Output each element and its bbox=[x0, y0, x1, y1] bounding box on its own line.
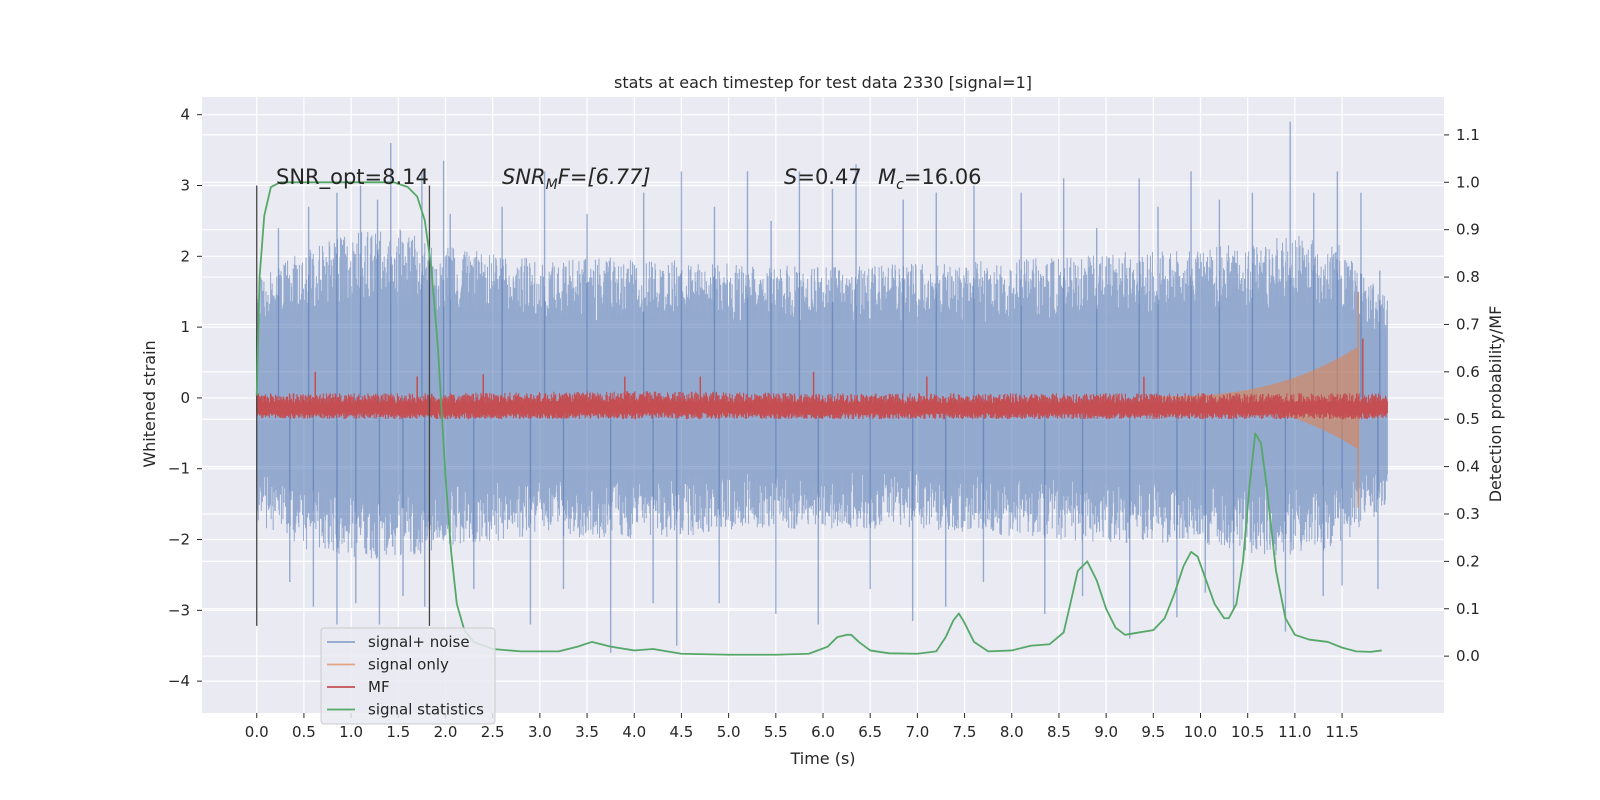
y-left-tick-label-2: −2 bbox=[168, 531, 190, 549]
y-right-tick-label-10: 1.0 bbox=[1456, 173, 1480, 191]
x-tick-label-0: 0.0 bbox=[245, 723, 269, 741]
x-tick-label-11: 5.5 bbox=[764, 723, 788, 741]
x-tick-label-9: 4.5 bbox=[670, 723, 694, 741]
y-left-tick-label-8: 4 bbox=[180, 106, 190, 124]
data-layer bbox=[255, 121, 1388, 656]
annotation-mc-value: =16.06 bbox=[904, 165, 982, 189]
x-tick-label-5: 2.5 bbox=[481, 723, 505, 741]
x-tick-label-14: 7.0 bbox=[905, 723, 929, 741]
y-left-tick-label-1: −3 bbox=[168, 601, 190, 619]
series-signal-noise bbox=[256, 121, 1388, 653]
y-right-tick-label-4: 0.4 bbox=[1456, 458, 1480, 476]
legend-label-2: MF bbox=[368, 678, 390, 696]
y-right-tick-label-8: 0.8 bbox=[1456, 268, 1480, 286]
y-left-tick-label-7: 3 bbox=[180, 177, 190, 195]
legend-label-1: signal only bbox=[368, 656, 449, 674]
chart-title: stats at each timestep for test data 233… bbox=[614, 73, 1032, 92]
legend: signal+ noise signal only MF signal statist… bbox=[320, 627, 496, 725]
y-left-tick-label-3: −1 bbox=[168, 460, 190, 478]
annotation-snr-mf-sub: M bbox=[546, 177, 558, 193]
legend-label-0: signal+ noise bbox=[368, 633, 470, 651]
series-mf bbox=[256, 338, 1388, 420]
x-tick-label-17: 8.5 bbox=[1047, 723, 1071, 741]
y-right-tick-label-11: 1.1 bbox=[1456, 126, 1480, 144]
annotation-mc-sub: c bbox=[896, 177, 904, 193]
annotation-snr-mf-base: SNR bbox=[502, 165, 546, 189]
series-signal-statistics bbox=[255, 181, 1382, 656]
y-axis-left-label: Whitened strain bbox=[140, 340, 159, 467]
x-tick-label-6: 3.0 bbox=[528, 723, 552, 741]
annotation-snr-opt: SNR_opt=8.14 bbox=[276, 165, 429, 190]
annotation-mc-base: M bbox=[878, 165, 896, 189]
x-tick-label-2: 1.0 bbox=[339, 723, 363, 741]
x-tick-label-20: 10.0 bbox=[1184, 723, 1217, 741]
y-right-tick-label-9: 0.9 bbox=[1456, 221, 1480, 239]
x-tick-label-15: 7.5 bbox=[953, 723, 977, 741]
y-left-tick-label-6: 2 bbox=[180, 247, 190, 265]
y-axis-right-label: Detection probability/MF bbox=[1486, 306, 1505, 503]
annotation-snr-mf-rest: F=[6.77] bbox=[558, 165, 651, 189]
x-tick-label-16: 8.0 bbox=[1000, 723, 1024, 741]
y-right-tick-label-7: 0.7 bbox=[1456, 315, 1480, 333]
y-right-tick-label-6: 0.6 bbox=[1456, 363, 1480, 381]
y-right-tick-label-3: 0.3 bbox=[1456, 505, 1480, 523]
annotation-snr-mf: SNRMF=[6.77] bbox=[502, 165, 651, 193]
x-tick-label-18: 9.0 bbox=[1094, 723, 1118, 741]
y-right-tick-label-2: 0.2 bbox=[1456, 552, 1480, 570]
legend-label-3: signal statistics bbox=[368, 701, 484, 719]
annotation-mc: Mc=16.06 bbox=[878, 165, 982, 193]
annotation-s-value: =0.47 bbox=[797, 165, 861, 189]
x-tick-label-12: 6.0 bbox=[811, 723, 835, 741]
x-tick-label-7: 3.5 bbox=[575, 723, 599, 741]
x-tick-label-19: 9.5 bbox=[1141, 723, 1165, 741]
x-tick-label-13: 6.5 bbox=[858, 723, 882, 741]
x-tick-label-21: 10.5 bbox=[1231, 723, 1264, 741]
annotation-s: S=0.47 bbox=[784, 165, 862, 189]
legend-box bbox=[320, 627, 496, 725]
x-tick-label-1: 0.5 bbox=[292, 723, 316, 741]
x-axis-label: Time (s) bbox=[789, 749, 855, 768]
annotation-s-name: S bbox=[784, 165, 797, 189]
x-tick-label-22: 11.0 bbox=[1278, 723, 1311, 741]
y-left-tick-label-4: 0 bbox=[180, 389, 190, 407]
y-left-tick-label-0: −4 bbox=[168, 672, 190, 690]
x-tick-label-10: 5.0 bbox=[717, 723, 741, 741]
x-tick-label-8: 4.0 bbox=[622, 723, 646, 741]
y-right-tick-label-0: 0.0 bbox=[1456, 647, 1480, 665]
ticks-layer: 0.0 0.5 1.0 1.5 2.0 2.5 3.0 3.5 4.0 4.5 5.0 5.5 6.0 6… bbox=[168, 106, 1480, 741]
y-right-tick-label-5: 0.5 bbox=[1456, 410, 1480, 428]
y-left-tick-label-5: 1 bbox=[180, 318, 190, 336]
x-tick-label-3: 1.5 bbox=[386, 723, 410, 741]
y-right-tick-label-1: 0.1 bbox=[1456, 600, 1480, 618]
x-tick-label-23: 11.5 bbox=[1325, 723, 1358, 741]
x-tick-label-4: 2.0 bbox=[434, 723, 458, 741]
